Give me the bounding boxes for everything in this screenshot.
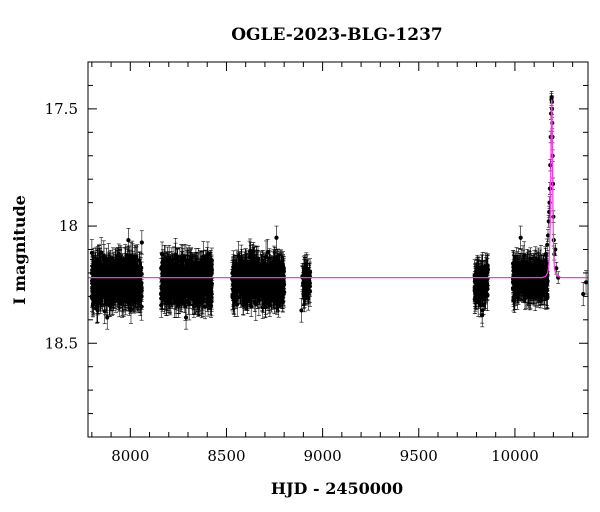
data-point [98, 290, 103, 296]
data-point [138, 282, 143, 287]
data-point [113, 265, 118, 271]
data-point [135, 290, 140, 295]
data-point [89, 250, 94, 256]
data-point [96, 298, 101, 304]
chart-title: OGLE-2023-BLG-1237 [231, 25, 443, 45]
data-point [122, 266, 127, 272]
data-point [100, 266, 105, 271]
data-point [108, 268, 113, 273]
data-point [125, 284, 131, 289]
data-point [95, 277, 101, 282]
data-point [92, 267, 97, 272]
data-point [93, 264, 98, 269]
data-point [98, 283, 104, 288]
data-point [126, 296, 131, 301]
data-point [123, 278, 128, 284]
data-point [102, 287, 107, 292]
data-point [92, 285, 98, 291]
data-point [118, 279, 123, 284]
data-point [130, 271, 135, 276]
data-point [129, 289, 134, 294]
data-point [109, 286, 114, 291]
data-point [123, 299, 128, 304]
data-point [116, 284, 121, 289]
data-layer [89, 90, 589, 330]
data-point [92, 292, 97, 298]
data-point [126, 266, 131, 271]
data-point [135, 258, 140, 263]
